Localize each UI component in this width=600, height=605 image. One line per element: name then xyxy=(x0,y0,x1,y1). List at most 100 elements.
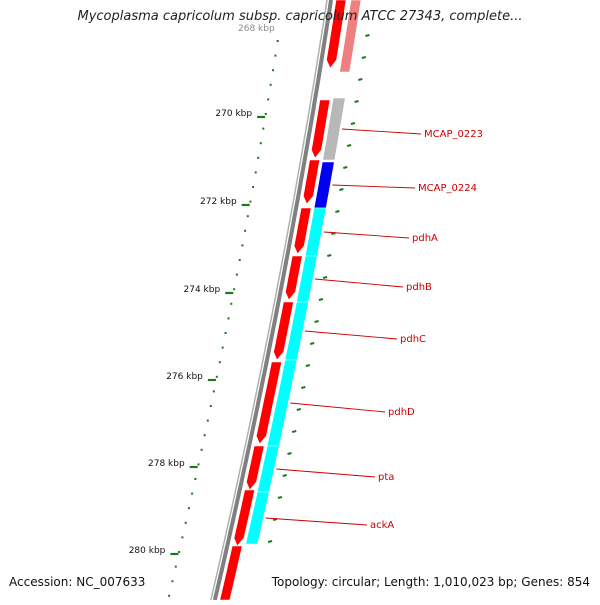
outer-tick xyxy=(318,298,324,301)
accession-label: Accession: xyxy=(9,575,73,589)
minor-tick xyxy=(257,156,260,159)
scale-label-3: 274 kbp xyxy=(184,285,221,295)
minor-tick xyxy=(224,332,227,334)
minor-tick xyxy=(168,594,171,597)
minor-tick xyxy=(227,317,230,320)
outer-tick xyxy=(277,496,283,499)
leader-line-pdha xyxy=(323,231,410,239)
outer-tick xyxy=(358,78,363,81)
scale-label-2: 272 kbp xyxy=(200,197,237,207)
outer-tick xyxy=(346,144,352,147)
minor-tick xyxy=(212,390,215,393)
minor-tick xyxy=(267,98,270,101)
outer-tick xyxy=(365,34,370,37)
minor-tick xyxy=(194,478,197,480)
minor-tick xyxy=(184,521,187,524)
outer-tick xyxy=(350,122,356,125)
cds-arrow-8[interactable] xyxy=(246,445,265,491)
backbone-shadow-line xyxy=(210,0,328,601)
length-value: 1,010,023 bp xyxy=(433,575,514,589)
cds-arrow-3[interactable] xyxy=(302,159,321,205)
minor-tick xyxy=(200,448,203,451)
cds-arrow-2[interactable] xyxy=(311,99,331,159)
leader-line-pdhb xyxy=(314,278,404,288)
minor-tick xyxy=(272,69,274,72)
minor-tick xyxy=(206,419,209,422)
topology-label: Topology: xyxy=(271,575,328,589)
minor-tick xyxy=(246,215,249,218)
scale-label-4: 276 kbp xyxy=(166,372,203,382)
minor-tick xyxy=(203,434,206,437)
leader-line-pta xyxy=(276,468,376,478)
gene-label-pdhc[interactable]: pdhC xyxy=(400,334,426,345)
scale-label-5: 278 kbp xyxy=(148,459,185,469)
minor-tick xyxy=(235,273,238,276)
outer-tick xyxy=(335,210,340,213)
minor-tick xyxy=(259,142,262,145)
genes-value: 854 xyxy=(567,575,590,589)
cds-arrow-9[interactable] xyxy=(233,489,256,547)
minor-tick xyxy=(264,113,267,115)
gene-feature-acka[interactable] xyxy=(245,491,270,545)
cds-arrow-1[interactable] xyxy=(326,0,347,69)
minor-tick xyxy=(276,40,279,42)
leader-line-pdhc xyxy=(304,330,398,340)
minor-tick xyxy=(244,229,247,232)
minor-tick xyxy=(197,463,200,466)
minor-tick xyxy=(191,492,194,495)
outer-tick xyxy=(314,320,319,323)
leader-line-pdhd xyxy=(290,402,386,413)
minor-tick xyxy=(238,259,241,261)
feature-block-unlabeled[interactable] xyxy=(339,0,362,73)
leader-line-mcap-0224 xyxy=(332,184,416,189)
minor-tick xyxy=(181,536,184,539)
gene-label-mcap-0223[interactable]: MCAP_0223 xyxy=(424,129,483,140)
backbone-line xyxy=(212,0,333,601)
cds-arrow-6[interactable] xyxy=(273,301,294,361)
outer-tick xyxy=(267,540,273,543)
length-label: Length: xyxy=(384,575,430,589)
minor-tick xyxy=(230,302,233,305)
scale-label-1: 270 kbp xyxy=(215,109,252,119)
gene-label-pta[interactable]: pta xyxy=(378,472,394,483)
gene-label-pdhb[interactable]: pdhB xyxy=(406,282,432,293)
minor-tick xyxy=(249,200,252,203)
feature-layer xyxy=(219,0,362,601)
cds-arrow-7[interactable] xyxy=(255,361,282,445)
outer-tick xyxy=(327,254,332,257)
outer-tick xyxy=(301,386,306,389)
outer-tick xyxy=(339,188,344,191)
minor-tick xyxy=(269,83,272,86)
outer-tick xyxy=(305,364,311,367)
gene-label-pdha[interactable]: pdhA xyxy=(412,233,438,244)
cds-arrow-4[interactable] xyxy=(293,207,312,255)
minor-tick xyxy=(209,405,212,407)
minor-tick xyxy=(178,551,181,553)
cds-arrow-5[interactable] xyxy=(285,255,303,301)
scale-label-truncated: 268 kbp xyxy=(238,24,275,34)
minor-tick xyxy=(262,127,265,130)
accession-value: NC_007633 xyxy=(76,575,146,589)
gene-label-mcap-0224[interactable]: MCAP_0224 xyxy=(418,183,477,194)
leader-line-acka xyxy=(265,517,368,526)
label-layer: MCAP_0223 MCAP_0224 pdhA pdhB pdhC pdhD pta ack… xyxy=(265,128,483,531)
minor-tick xyxy=(221,346,224,349)
outer-tick xyxy=(361,56,367,59)
outer-tick xyxy=(322,276,328,279)
minor-tick xyxy=(252,186,255,188)
gene-label-acka[interactable]: ackA xyxy=(370,520,394,531)
minor-tick xyxy=(233,288,236,291)
scale-label-6: 280 kbp xyxy=(129,546,166,556)
minor-tick xyxy=(174,565,177,568)
backbone-layer xyxy=(210,0,333,601)
minor-tick xyxy=(171,580,174,583)
gene-label-pdhd[interactable]: pdhD xyxy=(388,407,415,418)
minor-tick xyxy=(274,54,277,57)
minor-tick xyxy=(254,171,257,174)
outer-tick xyxy=(296,408,302,411)
gene-feature-mcap-0223[interactable] xyxy=(322,97,346,161)
minor-tick xyxy=(241,244,244,247)
leader-line-mcap-0223 xyxy=(341,128,422,135)
genes-label: Genes: xyxy=(521,575,564,589)
